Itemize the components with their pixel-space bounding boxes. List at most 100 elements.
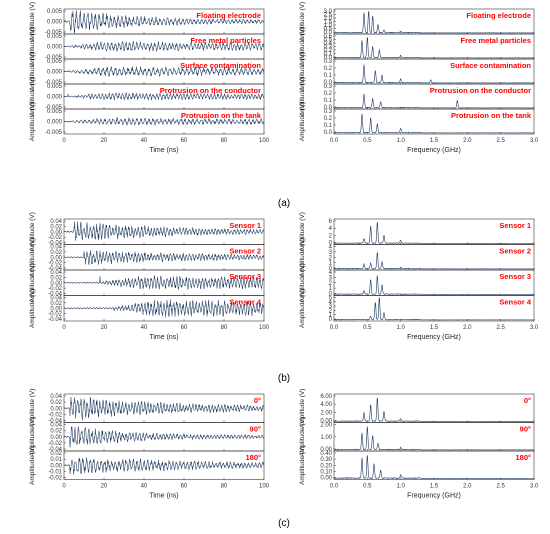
- x-tick-label: 1.0: [396, 484, 405, 490]
- series-line: [333, 64, 535, 84]
- y-tick-label: 0.00: [50, 306, 62, 312]
- y-tick-label: -0.04: [48, 419, 62, 425]
- y-tick-label: 0.005: [47, 84, 63, 90]
- series-line: [63, 221, 265, 241]
- y-tick-label: 2.00: [320, 423, 332, 429]
- y-tick-label: 3.0: [324, 9, 333, 15]
- subplot-annotation: Sensor 1: [229, 221, 261, 230]
- subplot-annotation: Sensor 4: [229, 298, 262, 307]
- y-tick-label: 0.02: [50, 429, 62, 435]
- series-line: [63, 40, 265, 53]
- x-tick-label: 3.0: [530, 325, 539, 331]
- x-tick-label: 100: [259, 484, 270, 490]
- series-line: [333, 251, 535, 270]
- series-line: [333, 11, 535, 34]
- x-tick-label: 100: [259, 325, 270, 331]
- subplot-annotation: Sensor 3: [229, 272, 261, 281]
- y-tick-label: -0.01: [48, 469, 62, 475]
- y-tick-label: 3: [329, 304, 333, 310]
- y-axis-label: Amplitude (V): [29, 52, 36, 91]
- y-tick-label: 4: [329, 300, 333, 306]
- y-tick-label: 0.00: [50, 255, 62, 261]
- y-tick-label: 0.000: [47, 20, 63, 26]
- y-tick-label: -0.02: [48, 312, 62, 318]
- y-axis-label: Amplitude (V): [29, 212, 36, 251]
- y-tick-label: 0.10: [320, 469, 332, 475]
- y-axis-label: Amplitude (V): [299, 263, 306, 302]
- y-tick-label: 0.5: [324, 27, 333, 33]
- y-axis-label: Amplitude (V): [299, 238, 306, 277]
- subplot: 0.020.010.00-0.01-0.02 Amplitude (V) 180°: [29, 446, 265, 485]
- x-tick-label: 20: [101, 484, 108, 490]
- y-tick-label: 0.5: [324, 38, 333, 44]
- chart-a-time: 0.005 0.000 -0.005 Amplitude (V) Floating el…: [29, 2, 270, 154]
- x-tick-label: 2.5: [496, 325, 505, 331]
- y-tick-label: 1.5: [324, 20, 333, 26]
- y-tick-label: 6: [329, 219, 333, 225]
- series-line: [63, 117, 265, 127]
- y-tick-label: -0.02: [48, 286, 62, 292]
- subplot-frame: [333, 393, 535, 423]
- subplot-annotation: Floating electrode: [196, 11, 261, 20]
- y-tick-label: 2: [329, 255, 333, 261]
- y-tick-label: 2: [329, 308, 333, 314]
- x-tick-label: 40: [141, 484, 148, 490]
- series-line: [63, 457, 265, 475]
- y-tick-label: 0.00: [50, 406, 62, 412]
- subplot-annotation: Sensor 2: [229, 247, 261, 256]
- y-tick-label: 0.00: [320, 476, 332, 482]
- x-tick-label: 80: [221, 138, 228, 144]
- y-axis-label: Amplitude (V): [29, 102, 36, 141]
- y-tick-label: 0.00: [50, 281, 62, 287]
- y-tick-label: 0.000: [47, 95, 63, 101]
- y-axis-label: Amplitude (V): [299, 77, 306, 116]
- series-line: [63, 396, 265, 421]
- series-line: [63, 92, 265, 101]
- y-tick-label: 6.00: [320, 394, 332, 400]
- y-tick-label: 0.3: [324, 109, 333, 115]
- y-tick-label: 0.02: [50, 400, 62, 406]
- panel-label: (a): [278, 198, 290, 209]
- subplot-annotation: 180°: [245, 453, 261, 462]
- y-tick-label: 0.04: [50, 423, 62, 429]
- x-tick-label: 40: [141, 138, 148, 144]
- x-tick-label: 80: [221, 484, 228, 490]
- x-tick-label: 3.0: [530, 484, 539, 490]
- subplot: 0.005 0.000 -0.005 Amplitude (V) Free metal …: [29, 27, 265, 66]
- subplot-annotation: Sensor 4: [499, 298, 532, 307]
- subplot-annotation: Floating electrode: [466, 11, 531, 20]
- subplot: 0.005 0.000 -0.005 Amplitude (V) Surface con…: [29, 52, 265, 91]
- subplot-annotation: Sensor 3: [499, 272, 531, 281]
- y-axis-label: Amplitude (V): [29, 389, 36, 428]
- y-tick-label: 0.6: [324, 34, 333, 40]
- y-tick-label: 0.02: [50, 301, 62, 307]
- subplot-frame: [333, 450, 535, 480]
- y-tick-label: 0.04: [50, 296, 62, 302]
- x-tick-label: 80: [221, 325, 228, 331]
- series-line: [63, 299, 265, 318]
- panel-label: (c): [278, 518, 290, 529]
- x-tick-label: 60: [181, 138, 188, 144]
- y-axis-label: Amplitude (V): [29, 77, 36, 116]
- x-tick-label: 1.5: [430, 138, 439, 144]
- y-tick-label: 0.0: [324, 105, 333, 111]
- x-tick-label: 60: [181, 325, 188, 331]
- y-axis-label: Amplitude (V): [299, 212, 306, 251]
- panel-label: (b): [278, 373, 290, 384]
- y-tick-label: 2: [329, 281, 333, 287]
- x-tick-label: 60: [181, 484, 188, 490]
- series-line: [333, 37, 535, 59]
- y-tick-label: 0.0: [324, 30, 333, 36]
- y-tick-label: 0.00: [50, 230, 62, 236]
- y-axis-label: Amplitude (V): [299, 27, 306, 66]
- x-tick-label: 1.0: [396, 325, 405, 331]
- subplot-annotation: Protrusion on the conductor: [160, 86, 261, 95]
- y-tick-label: 2.00: [320, 410, 332, 416]
